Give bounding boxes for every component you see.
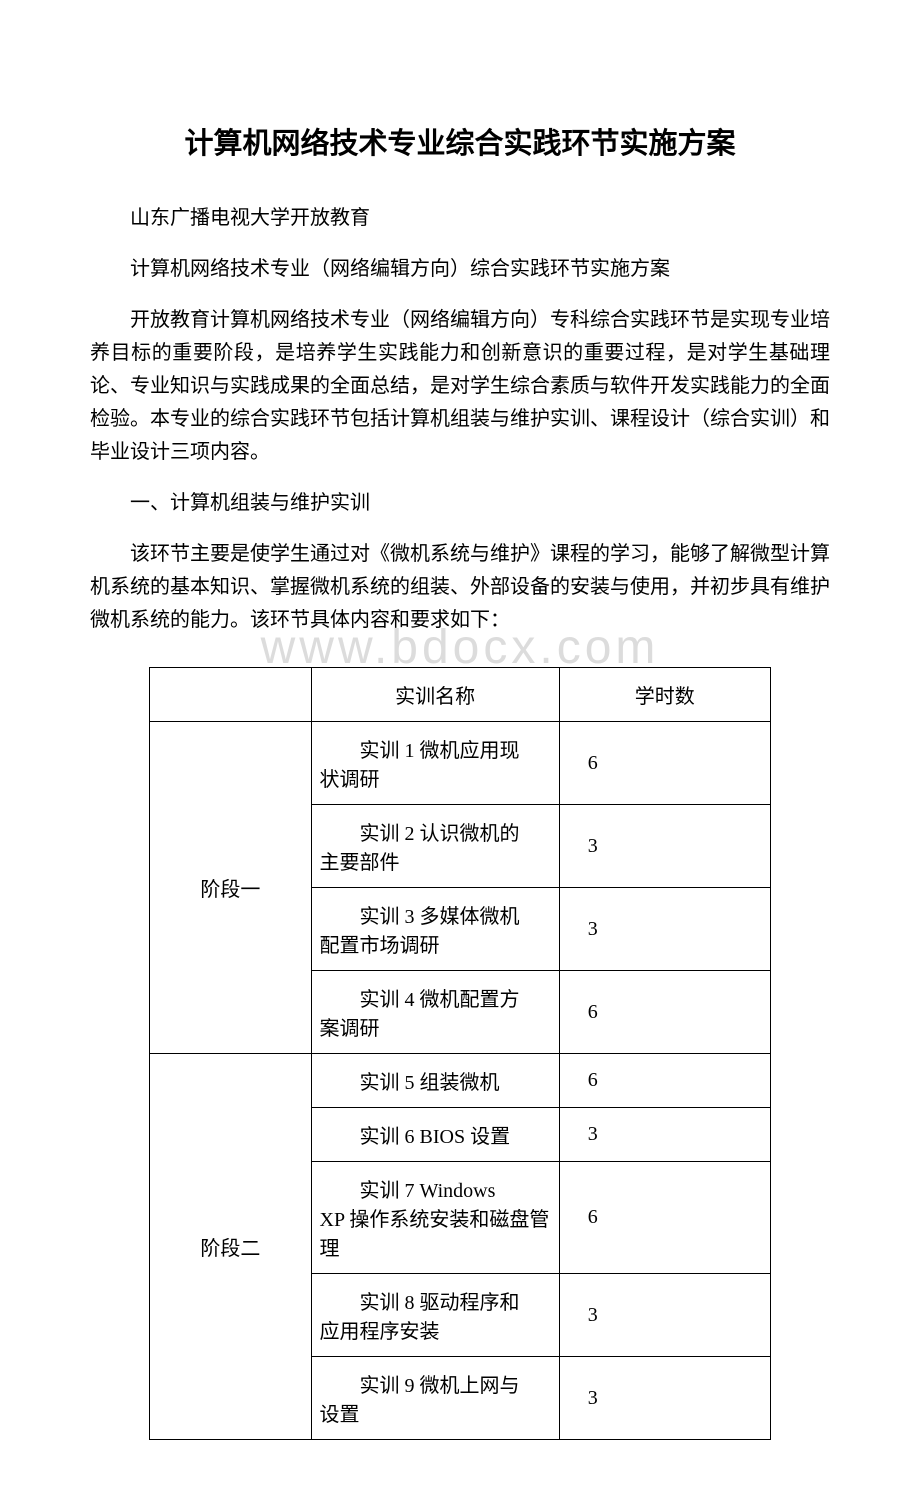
- header-name: 实训名称: [311, 668, 559, 722]
- cell-line2: XP 操作系统安装和磁盘管理: [320, 1209, 550, 1260]
- training-name-cell: 实训 4 微机配置方案调研: [311, 971, 559, 1054]
- header-hours: 学时数: [559, 668, 770, 722]
- cell-line1: 实训 1 微机应用现: [320, 734, 551, 763]
- training-name-cell: 实训 7 Windows XP 操作系统安装和磁盘管理: [311, 1162, 559, 1274]
- training-name-cell: 实训 1 微机应用现状调研: [311, 722, 559, 805]
- stage-1-cell: 阶段一: [150, 722, 311, 1054]
- table-header-row: 实训名称 学时数: [150, 668, 771, 722]
- cell-line1: 实训 9 微机上网与: [320, 1369, 551, 1398]
- hours-cell: 3: [559, 888, 770, 971]
- cell-line1: 实训 4 微机配置方: [320, 983, 551, 1012]
- cell-line1: 实训 3 多媒体微机: [320, 900, 551, 929]
- hours-cell: 6: [559, 1162, 770, 1274]
- document-content: 计算机网络技术专业综合实践环节实施方案 山东广播电视大学开放教育 计算机网络技术…: [90, 120, 830, 1440]
- table-row: 阶段二 实训 5 组装微机 6: [150, 1054, 771, 1108]
- paragraph-5: 该环节主要是使学生通过对《微机系统与维护》课程的学习，能够了解微型计算机系统的基…: [90, 538, 830, 637]
- training-name-cell: 实训 6 BIOS 设置: [311, 1108, 559, 1162]
- stage-2-cell: 阶段二: [150, 1054, 311, 1440]
- hours-cell: 3: [559, 1108, 770, 1162]
- hours-cell: 3: [559, 1274, 770, 1357]
- cell-line2: 状调研: [320, 769, 380, 791]
- hours-cell: 3: [559, 805, 770, 888]
- cell-line1: 实训 2 认识微机的: [320, 817, 551, 846]
- training-table: 实训名称 学时数 阶段一 实训 1 微机应用现状调研 6 实训 2 认识微机的主…: [149, 667, 771, 1440]
- cell-line2: 应用程序安装: [320, 1321, 440, 1343]
- cell-line2: 主要部件: [320, 852, 400, 874]
- hours-cell: 3: [559, 1357, 770, 1440]
- page-title: 计算机网络技术专业综合实践环节实施方案: [90, 120, 830, 162]
- cell-line2: 配置市场调研: [320, 935, 440, 957]
- training-name-cell: 实训 2 认识微机的主要部件: [311, 805, 559, 888]
- hours-cell: 6: [559, 722, 770, 805]
- training-name-cell: 实训 3 多媒体微机配置市场调研: [311, 888, 559, 971]
- cell-line1: 实训 5 组装微机: [320, 1066, 551, 1095]
- cell-line1: 实训 7 Windows: [320, 1174, 551, 1203]
- cell-line2: 案调研: [320, 1018, 380, 1040]
- hours-cell: 6: [559, 971, 770, 1054]
- table-row: 阶段一 实训 1 微机应用现状调研 6: [150, 722, 771, 805]
- paragraph-1: 山东广播电视大学开放教育: [90, 202, 830, 235]
- training-name-cell: 实训 5 组装微机: [311, 1054, 559, 1108]
- cell-line1: 实训 6 BIOS 设置: [320, 1120, 551, 1149]
- cell-line1: 实训 8 驱动程序和: [320, 1286, 551, 1315]
- paragraph-2: 计算机网络技术专业（网络编辑方向）综合实践环节实施方案: [90, 253, 830, 286]
- header-stage-empty: [150, 668, 311, 722]
- training-name-cell: 实训 8 驱动程序和应用程序安装: [311, 1274, 559, 1357]
- hours-cell: 6: [559, 1054, 770, 1108]
- training-name-cell: 实训 9 微机上网与设置: [311, 1357, 559, 1440]
- paragraph-3: 开放教育计算机网络技术专业（网络编辑方向）专科综合实践环节是实现专业培养目标的重…: [90, 304, 830, 469]
- paragraph-4: 一、计算机组装与维护实训: [90, 487, 830, 520]
- cell-line2: 设置: [320, 1404, 360, 1426]
